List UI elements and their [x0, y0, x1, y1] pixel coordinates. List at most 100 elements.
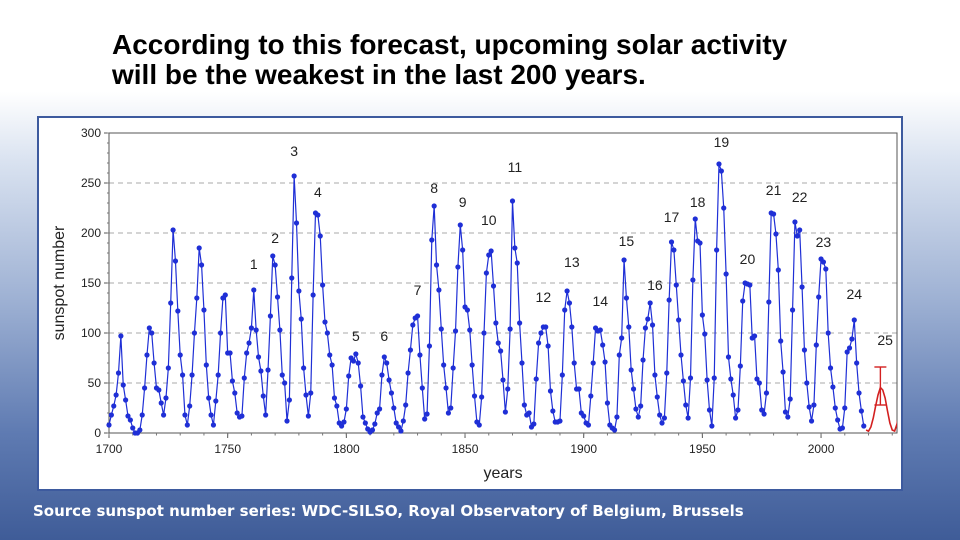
data-point-1904 — [590, 360, 596, 366]
data-point-1757 — [241, 375, 247, 381]
cycle-label-9: 9 — [459, 194, 467, 210]
data-point-1921 — [630, 386, 637, 392]
data-point-1872 — [514, 260, 520, 266]
data-point-1884 — [543, 324, 549, 330]
data-point-1939 — [673, 282, 679, 288]
forecast-series-line — [865, 385, 897, 433]
data-point-1964 — [733, 415, 739, 421]
cycle-label-10: 10 — [481, 212, 497, 228]
data-point-1914 — [614, 414, 620, 420]
data-point-1812 — [372, 421, 378, 427]
data-point-1925 — [640, 357, 646, 363]
data-point-1975 — [759, 407, 765, 413]
data-point-1779 — [293, 220, 300, 226]
cycle-label-6: 6 — [380, 328, 388, 344]
data-point-1740 — [201, 307, 207, 313]
data-point-1940 — [676, 317, 682, 323]
data-point-1942 — [680, 378, 686, 384]
data-point-1752 — [229, 378, 236, 384]
data-point-1900 — [581, 413, 587, 419]
data-point-1866 — [500, 377, 506, 383]
data-point-1703 — [113, 392, 119, 398]
data-point-1895 — [569, 324, 575, 330]
data-point-1983 — [778, 338, 784, 344]
data-point-1989 — [792, 219, 798, 225]
data-point-1929 — [649, 322, 656, 328]
data-point-1867 — [502, 409, 508, 415]
x-tick-label-1700: 1700 — [96, 442, 123, 456]
data-point-1967 — [740, 298, 746, 304]
data-point-1789 — [317, 233, 323, 239]
data-point-1719 — [151, 360, 157, 366]
data-point-1780 — [296, 288, 302, 294]
data-point-1932 — [657, 412, 663, 418]
data-point-1924 — [638, 403, 644, 409]
data-point-1762 — [253, 327, 259, 333]
y-tick-label-200: 200 — [81, 226, 101, 240]
cycle-label-14: 14 — [593, 293, 609, 309]
data-point-1879 — [531, 421, 537, 427]
data-point-1994 — [804, 380, 810, 386]
data-point-1827 — [407, 347, 414, 353]
data-point-2010 — [842, 405, 848, 411]
data-point-1760 — [248, 325, 255, 331]
data-point-2004 — [827, 365, 834, 371]
data-point-1807 — [360, 414, 366, 420]
x-tick-label-2000: 2000 — [808, 442, 835, 456]
data-point-1937 — [668, 239, 675, 245]
data-point-1891 — [559, 372, 565, 378]
data-point-1985 — [782, 409, 789, 415]
data-point-1935 — [664, 370, 670, 376]
data-point-1764 — [258, 368, 264, 374]
data-point-1741 — [203, 362, 209, 368]
data-point-2011 — [844, 349, 850, 355]
data-point-1731 — [179, 372, 186, 378]
data-point-2013 — [849, 336, 855, 342]
data-point-1775 — [284, 418, 290, 424]
data-point-1856 — [476, 422, 482, 428]
data-point-1973 — [754, 376, 760, 382]
data-point-1808 — [362, 420, 368, 426]
cycle-label-20: 20 — [740, 251, 756, 267]
data-point-1831 — [417, 352, 423, 358]
data-point-1767 — [265, 367, 271, 373]
data-point-1811 — [369, 427, 376, 433]
data-point-1865 — [498, 348, 504, 354]
data-point-1828 — [410, 322, 416, 328]
data-point-1832 — [419, 385, 425, 391]
data-point-1770 — [272, 262, 278, 268]
data-point-1871 — [512, 245, 518, 251]
data-point-1803 — [350, 358, 357, 364]
data-point-2009 — [839, 425, 846, 431]
data-point-1768 — [267, 313, 273, 319]
data-point-1826 — [405, 370, 411, 376]
data-point-1990 — [794, 233, 800, 239]
data-point-1839 — [436, 287, 442, 293]
data-point-1713 — [137, 427, 143, 433]
data-point-1868 — [505, 386, 511, 392]
data-point-1908 — [600, 342, 606, 348]
cycle-label-22: 22 — [792, 189, 808, 205]
data-point-1729 — [175, 308, 181, 314]
data-point-1724 — [163, 395, 169, 401]
data-point-1943 — [683, 402, 689, 408]
data-point-1722 — [158, 400, 164, 406]
data-point-1728 — [172, 258, 179, 264]
data-point-1944 — [685, 415, 691, 421]
cycle-label-1: 1 — [250, 256, 258, 272]
data-point-1842 — [443, 385, 449, 391]
data-point-1875 — [521, 402, 527, 408]
data-point-1761 — [251, 287, 257, 293]
data-point-1759 — [246, 340, 252, 346]
data-point-1793 — [327, 352, 333, 358]
data-point-1887 — [550, 408, 556, 414]
data-point-1992 — [799, 284, 805, 290]
data-point-1910 — [604, 400, 611, 406]
cycle-label-8: 8 — [430, 180, 438, 196]
data-point-1982 — [775, 267, 781, 273]
data-point-1922 — [633, 406, 639, 412]
data-point-1907 — [597, 327, 603, 333]
cycle-label-24: 24 — [846, 286, 862, 302]
data-point-1794 — [329, 362, 335, 368]
data-point-1947 — [692, 216, 698, 222]
